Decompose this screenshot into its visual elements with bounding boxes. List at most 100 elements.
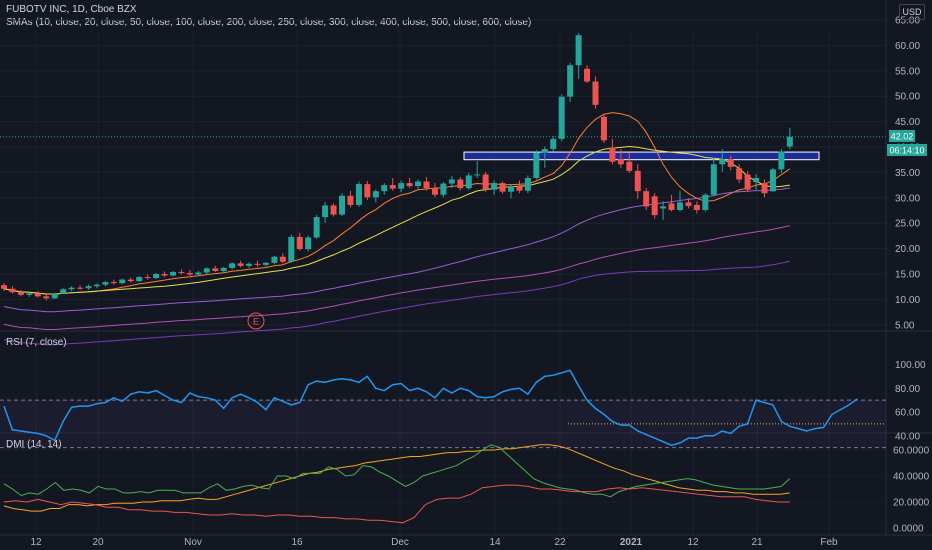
candle [271,255,278,265]
candle-body [626,161,633,171]
candle [1,283,7,292]
candle-body [153,274,160,279]
candle [60,288,67,295]
dmi-pane [3,444,791,524]
candle [710,157,717,197]
rsi-tick-label: 40.00 [895,431,920,442]
candle-body [491,183,498,190]
candle [355,181,362,207]
candle [457,176,464,191]
price-tick-label: 5.00 [895,320,915,331]
candle-body [533,152,540,178]
candle [119,278,126,285]
candle [51,292,58,299]
candle-body [592,81,599,105]
candle-body [254,263,261,265]
candle-body [524,177,531,191]
candle [77,285,84,290]
candle [153,272,160,280]
time-tick-label: 12 [687,537,699,548]
candle-body [110,282,117,284]
candle-body [685,202,692,206]
candle-body [600,117,607,141]
price-tick-label: 60.00 [895,41,920,52]
rsi-title: RSI (7, close) [6,337,67,348]
candle-body [677,202,683,210]
grid-lines [0,19,886,535]
candle-body [144,277,151,279]
candle [229,262,236,270]
candle [423,176,430,191]
candle [702,193,709,212]
candle-body [68,287,75,290]
candle-body [398,183,405,189]
candle-body [296,236,303,250]
candle [482,171,489,193]
candle-body [651,196,658,216]
candle [288,234,295,263]
candle-body [499,183,506,192]
candle [431,183,438,198]
price-tick-label: 15.00 [895,270,920,281]
candle-body [761,183,768,194]
candle-body [237,263,244,266]
candle-body [161,274,168,276]
candle [677,190,683,212]
earnings-marker[interactable]: E [247,312,265,330]
candle [719,149,726,172]
candle-body [60,289,67,294]
candle-body [51,293,58,299]
candle [68,286,75,292]
candle-body [643,191,650,207]
currency-button[interactable]: USD [899,4,925,20]
candle [186,269,193,277]
candle [178,269,185,275]
sma-line [3,187,790,313]
candle-body [288,236,295,262]
candle [26,291,33,297]
candle-body [212,268,219,271]
candle [769,167,776,193]
dmi-tick-label: 40.0000 [893,472,930,483]
candle [17,289,24,297]
candle-body [423,181,430,189]
price-tick-label: 10.00 [895,295,920,306]
candle [567,62,574,102]
candle-body [372,191,379,198]
price-tick-label: 20.00 [895,244,920,255]
candle [465,172,472,190]
candle [364,181,371,200]
dmi-title: DMI (14, 14) [6,439,62,450]
candle-body [339,195,345,215]
candle [533,150,540,180]
candle-body [186,272,193,275]
candle [170,270,176,277]
candle-body [203,268,210,273]
candle-body [448,179,455,184]
adx-line [3,444,790,512]
candle [220,266,227,273]
time-tick-label: 16 [291,537,303,548]
candle [305,235,312,252]
earnings-letter: E [253,317,259,327]
candle [524,175,531,194]
candle-body [508,186,514,192]
candle [406,177,413,189]
candle-body [178,271,185,273]
candle [609,138,616,165]
candle-body [305,237,312,250]
candle [584,65,591,83]
candle [415,179,422,190]
candle [685,198,692,209]
candle-body [550,138,557,150]
candle-body [347,195,354,205]
candle [102,281,109,287]
candle [136,276,143,283]
candle [93,283,100,289]
candle-body [516,186,523,191]
sma-line [3,225,790,330]
candle-body [9,288,16,293]
candle [322,201,329,223]
candlesticks [1,33,793,301]
